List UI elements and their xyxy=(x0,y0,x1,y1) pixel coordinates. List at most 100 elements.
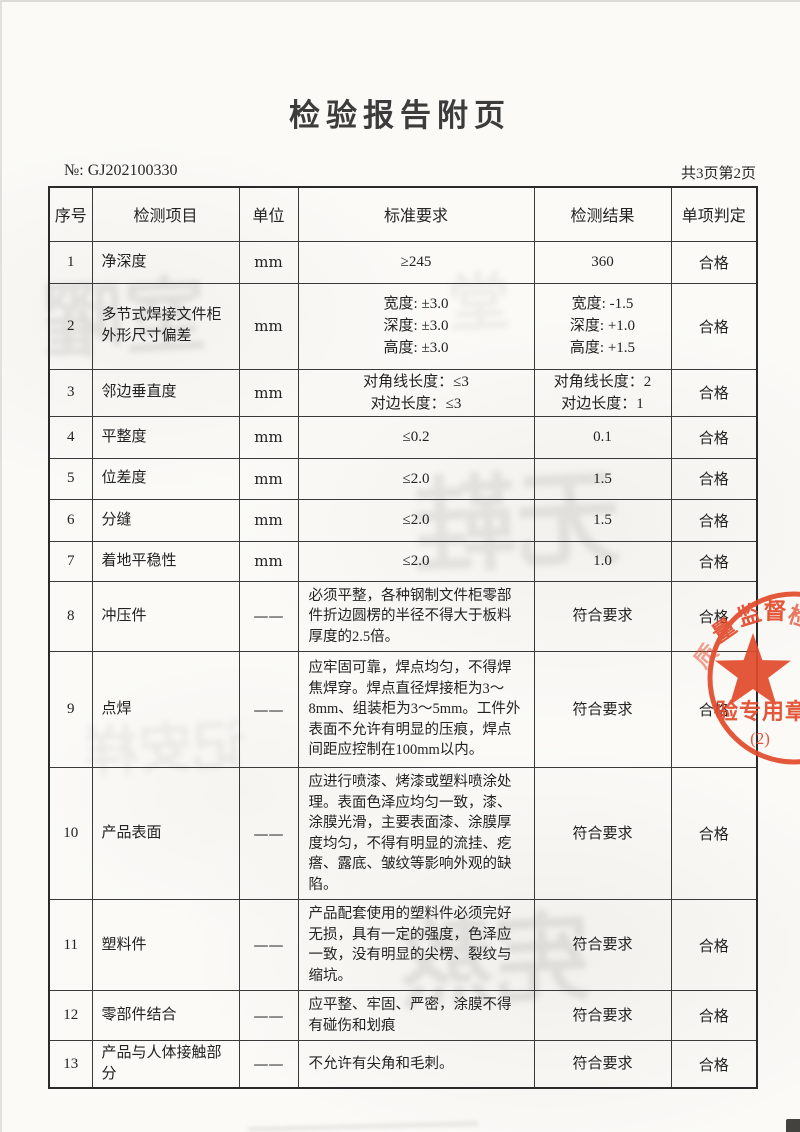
cell-unit: —— xyxy=(238,580,299,652)
cell-item: 产品表面 xyxy=(91,767,240,900)
cell-no: 13 xyxy=(48,1040,93,1089)
cell-judgment: 合格 xyxy=(670,498,758,542)
cell-unit: mm xyxy=(238,540,299,582)
cell-item: 冲压件 xyxy=(91,580,240,652)
col-header-item: 检测项目 xyxy=(91,186,240,242)
cell-standard: ≤2.0 xyxy=(297,540,535,582)
cell-judgment: 合格 xyxy=(670,1040,758,1089)
cell-no: 8 xyxy=(48,580,93,652)
cell-judgment: 合格 xyxy=(670,282,758,370)
cell-unit: mm xyxy=(238,415,299,459)
cell-item: 邻边垂直度 xyxy=(91,368,240,417)
cell-item: 零部件结合 xyxy=(91,990,240,1041)
table-row: 4 平整度 mm ≤0.2 0.1 合格 xyxy=(48,415,758,459)
table-row: 5 位差度 mm ≤2.0 1.5 合格 xyxy=(48,457,758,500)
cell-judgment: 合格 xyxy=(670,240,758,284)
cell-unit: —— xyxy=(238,767,299,900)
cell-result: 符合要求 xyxy=(533,580,672,652)
cell-no: 12 xyxy=(48,990,93,1041)
cell-result: 1.0 xyxy=(533,540,672,582)
cell-item: 点焊 xyxy=(91,651,240,768)
cell-item: 塑料件 xyxy=(91,899,240,991)
cell-result: 符合要求 xyxy=(533,990,672,1041)
cell-no: 11 xyxy=(48,899,93,991)
cell-result: 符合要求 xyxy=(533,767,672,900)
cell-judgment: 合格 xyxy=(670,990,758,1041)
cell-judgment: 合格 xyxy=(670,767,758,900)
cell-standard: ≤0.2 xyxy=(297,415,535,459)
inspection-table: 序号 检测项目 单位 标准要求 检测结果 单项判定 1 净深度 mm ≥245 … xyxy=(48,186,758,1089)
cell-judgment: 合格 xyxy=(670,368,758,417)
table-row: 12 零部件结合 —— 应平整、牢固、严密，涂膜不得有碰伤和划痕 符合要求 合格 xyxy=(48,990,758,1041)
cell-no: 4 xyxy=(48,415,93,459)
cell-standard: 对角线长度：≤3 对边长度：≤3 xyxy=(297,368,535,417)
col-header-standard: 标准要求 xyxy=(297,186,535,242)
cell-result: 360 xyxy=(533,240,672,284)
col-header-result: 检测结果 xyxy=(533,186,672,242)
cell-standard: 应牢固可靠，焊点均匀，不得焊焦焊穿。焊点直径焊接柜为3～8mm、组装柜为3～5m… xyxy=(297,651,535,768)
document-number: №: GJ202100330 xyxy=(64,162,178,179)
scan-edge xyxy=(0,0,2,1132)
cell-unit: —— xyxy=(238,651,299,768)
col-header-judgment: 单项判定 xyxy=(670,186,758,242)
cell-standard: 应进行喷漆、烤漆或塑料喷涂处理。表面色泽应均匀一致，漆、涂膜光滑，主要表面漆、涂… xyxy=(297,767,535,900)
seal-arc-char: 督 xyxy=(763,599,786,624)
cell-item: 分缝 xyxy=(91,498,240,542)
cell-no: 9 xyxy=(48,651,93,768)
page-title: 检验报告附页 xyxy=(289,98,511,133)
table-row: 3 邻边垂直度 mm 对角线长度：≤3 对边长度：≤3 对角线长度：2 对边长度… xyxy=(48,368,758,417)
table-row: 8 冲压件 —— 必须平整，各种钢制文件柜零部件折边圆楞的半径不得大于板料厚度的… xyxy=(48,580,758,652)
meta-row: №: GJ202100330 共3页第2页 xyxy=(64,162,756,184)
table-row: 9 点焊 —— 应牢固可靠，焊点均匀，不得焊焦焊穿。焊点直径焊接柜为3～8mm、… xyxy=(48,651,758,768)
cell-result: 符合要求 xyxy=(533,651,672,768)
cell-standard: 产品配套使用的塑料件必须完好无损，具有一定的强度，色泽应一致，没有明显的尖楞、裂… xyxy=(297,899,535,991)
cell-result: 1.5 xyxy=(533,457,672,500)
cell-unit: —— xyxy=(238,1040,299,1089)
cell-standard: 宽度: ±3.0 深度: ±3.0 高度: ±3.0 xyxy=(297,282,535,370)
cell-standard: ≥245 xyxy=(297,240,535,284)
cell-no: 7 xyxy=(48,540,93,582)
cell-no: 2 xyxy=(48,282,93,370)
cell-result: 宽度: -1.5 深度: +1.0 高度: +1.5 xyxy=(533,282,672,370)
cell-judgment: 合格 xyxy=(670,540,758,582)
table-row: 6 分缝 mm ≤2.0 1.5 合格 xyxy=(48,498,758,542)
cell-unit: mm xyxy=(238,282,299,370)
table-row: 11 塑料件 —— 产品配套使用的塑料件必须完好无损，具有一定的强度，色泽应一致… xyxy=(48,899,758,991)
col-header-unit: 单位 xyxy=(238,186,299,242)
cell-result: 对角线长度：2 对边长度：1 xyxy=(533,368,672,417)
col-header-no: 序号 xyxy=(48,186,93,242)
cell-item: 多节式焊接文件柜外形尺寸偏差 xyxy=(91,282,240,370)
cell-item: 着地平稳性 xyxy=(91,540,240,582)
cell-unit: —— xyxy=(238,990,299,1041)
table-row: 2 多节式焊接文件柜外形尺寸偏差 mm 宽度: ±3.0 深度: ±3.0 高度… xyxy=(48,282,758,370)
cell-result: 符合要求 xyxy=(533,1040,672,1089)
cell-standard: ≤2.0 xyxy=(297,457,535,500)
cell-no: 6 xyxy=(48,498,93,542)
cell-unit: mm xyxy=(238,498,299,542)
cell-unit: mm xyxy=(238,368,299,417)
cell-standard: ≤2.0 xyxy=(297,498,535,542)
cell-judgment: 合格 xyxy=(670,457,758,500)
cell-unit: mm xyxy=(238,457,299,500)
scan-edge xyxy=(0,0,800,2)
cell-standard: 应平整、牢固、严密，涂膜不得有碰伤和划痕 xyxy=(297,990,535,1041)
cell-item: 净深度 xyxy=(91,240,240,284)
cell-no: 1 xyxy=(48,240,93,284)
table-row: 13 产品与人体接触部分 —— 不允许有尖角和毛刺。 符合要求 合格 xyxy=(48,1040,758,1089)
cell-unit: mm xyxy=(238,240,299,284)
table-row: 10 产品表面 —— 应进行喷漆、烤漆或塑料喷涂处理。表面色泽应均匀一致，漆、涂… xyxy=(48,767,758,900)
seal-arc-char: 检 xyxy=(785,601,800,633)
page-count: 共3页第2页 xyxy=(680,166,756,182)
scan-corner-artifact xyxy=(786,1119,800,1132)
cell-no: 5 xyxy=(48,457,93,500)
cell-no: 3 xyxy=(48,368,93,417)
cell-item: 位差度 xyxy=(91,457,240,500)
cell-item: 产品与人体接触部分 xyxy=(91,1040,240,1089)
cell-standard: 必须平整，各种钢制文件柜零部件折边圆楞的半径不得大于板料厚度的2.5倍。 xyxy=(297,580,535,652)
cell-unit: —— xyxy=(238,899,299,991)
cell-no: 10 xyxy=(48,767,93,900)
scan-smudge xyxy=(248,1121,478,1132)
cell-judgment: 合格 xyxy=(670,651,758,768)
table-row: 7 着地平稳性 mm ≤2.0 1.0 合格 xyxy=(48,540,758,582)
